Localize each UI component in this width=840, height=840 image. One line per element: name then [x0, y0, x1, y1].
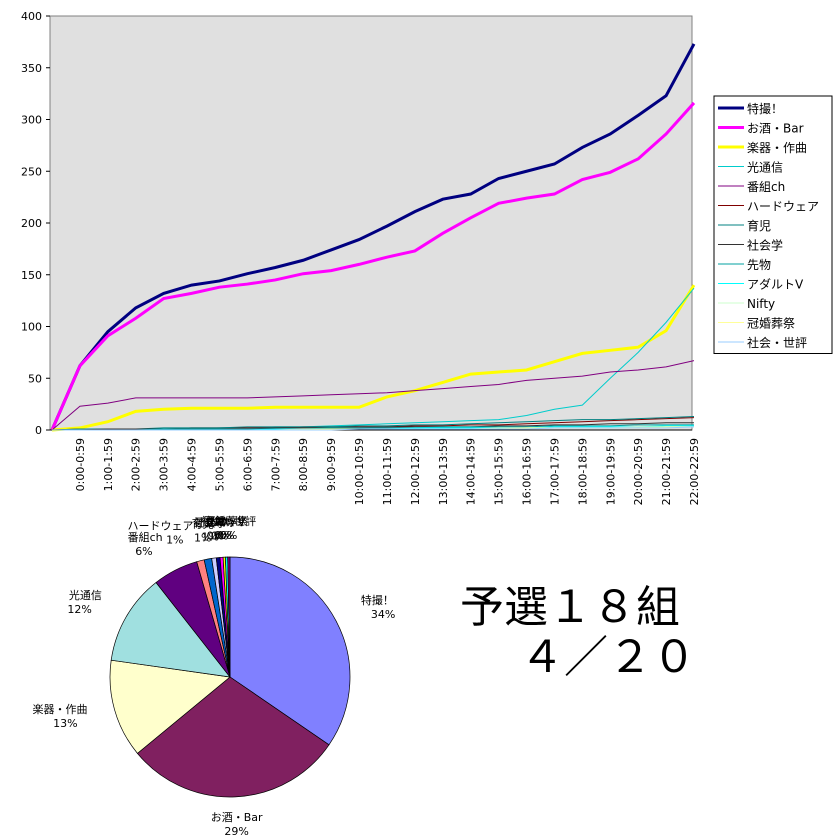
legend-label: 先物 — [747, 258, 771, 272]
series-line — [51, 360, 695, 431]
pie-label: 番組ch — [128, 531, 163, 544]
pie-value-label: 0% — [214, 529, 231, 542]
x-tick-label: 21:00-21:59 — [660, 438, 673, 505]
pie-value-label: 0% — [217, 529, 234, 542]
y-tick-label: 350 — [21, 62, 42, 75]
caption: ４／２０ — [520, 632, 696, 683]
y-tick-label: 200 — [21, 217, 42, 230]
pie-label: 冠婚葬祭 — [204, 514, 248, 528]
legend-label: 社会学 — [747, 238, 783, 253]
pie-label: お酒・Bar — [211, 811, 263, 824]
x-tick-label: 14:00-14:59 — [465, 438, 478, 505]
pie-value-label: 34% — [371, 608, 395, 621]
caption: 予選１８組 — [460, 582, 680, 633]
pie-label: 先物 — [204, 515, 226, 529]
pie-value-label: 12% — [67, 603, 91, 616]
x-tick-label: 22:00-22:59 — [688, 438, 701, 505]
x-tick-label: 6:00-6:59 — [241, 438, 254, 491]
legend-label: 冠婚葬祭 — [747, 317, 795, 331]
pie-value-label: 13% — [53, 717, 77, 730]
pie-value-label: 1% — [166, 534, 183, 547]
x-tick-label: 1:00-1:59 — [102, 438, 115, 491]
series-line — [51, 416, 695, 431]
x-tick-label: 15:00-15:59 — [493, 438, 506, 505]
pie-label: ハードウェア — [128, 520, 194, 533]
pie-label: 特撮！ — [361, 593, 394, 607]
pie-slice — [227, 556, 231, 678]
pie-slice — [110, 582, 231, 678]
y-tick-label: 0 — [35, 424, 42, 437]
legend-label: 育児 — [747, 218, 771, 233]
pie-value-label: 29% — [224, 825, 248, 838]
pie-value-label: 1% — [194, 532, 211, 545]
series-line — [51, 284, 696, 432]
x-tick-label: 7:00-7:59 — [269, 438, 282, 491]
y-tick-label: 300 — [21, 114, 42, 127]
x-tick-label: 19:00-19:59 — [604, 438, 617, 505]
x-tick-label: 9:00-9:59 — [325, 438, 338, 491]
pie-slice — [136, 676, 330, 798]
legend-label: 社会・世評 — [747, 335, 807, 350]
pie-value-label: 0% — [207, 530, 224, 543]
y-tick-label: 400 — [21, 10, 42, 23]
series-line — [52, 424, 694, 431]
pie-value-label: 6% — [135, 545, 152, 558]
pie-label: 社会学 — [194, 515, 227, 529]
pie-value-label: 0% — [220, 529, 237, 542]
legend-label: ハードウェア — [747, 200, 819, 214]
x-tick-label: 8:00-8:59 — [297, 438, 310, 491]
series-line — [52, 426, 695, 431]
pie-value-label: 1% — [201, 530, 218, 543]
y-tick-label: 150 — [21, 269, 42, 282]
x-tick-label: 11:00-11:59 — [381, 438, 394, 505]
y-tick-label: 250 — [21, 165, 42, 178]
x-tick-label: 2:00-2:59 — [130, 438, 143, 491]
pie-slice — [229, 556, 351, 746]
series-line — [50, 43, 696, 431]
pie-label: 楽器・作曲 — [33, 703, 88, 716]
x-tick-label: 3:00-3:59 — [158, 438, 171, 491]
pie-label: Nifty — [210, 515, 236, 528]
series-line — [50, 101, 696, 431]
x-tick-label: 0:00-0:59 — [74, 438, 87, 491]
x-tick-label: 5:00-5:59 — [213, 438, 226, 491]
legend-label: Nifty — [747, 297, 775, 311]
legend-label: お酒・Bar — [747, 122, 804, 136]
x-tick-label: 16:00-16:59 — [521, 438, 534, 505]
y-tick-label: 50 — [28, 372, 42, 385]
x-tick-label: 12:00-12:59 — [409, 438, 422, 505]
pie-label: アダルトV — [194, 514, 246, 528]
pie-label: 光通信 — [69, 588, 102, 602]
x-tick-label: 10:00-10:59 — [353, 438, 366, 505]
legend-label: アダルトV — [747, 277, 804, 292]
x-tick-label: 18:00-18:59 — [576, 438, 589, 505]
x-tick-label: 20:00-20:59 — [632, 438, 645, 505]
plot-area — [49, 15, 693, 431]
legend-label: 光通信 — [747, 161, 783, 175]
pie-value-label: 0% — [211, 529, 228, 542]
x-tick-label: 17:00-17:59 — [548, 438, 561, 505]
x-tick-label: 4:00-4:59 — [186, 438, 199, 491]
legend-label: 特撮！ — [747, 101, 783, 116]
pie-label: 育児 — [192, 517, 214, 531]
y-tick-label: 100 — [21, 321, 42, 334]
legend-label: 楽器・作曲 — [747, 141, 807, 155]
x-tick-label: 13:00-13:59 — [437, 438, 450, 505]
pie-slice — [109, 659, 231, 754]
pie-label: 社会・世評 — [201, 514, 256, 528]
legend-label: 番組ch — [747, 180, 785, 194]
